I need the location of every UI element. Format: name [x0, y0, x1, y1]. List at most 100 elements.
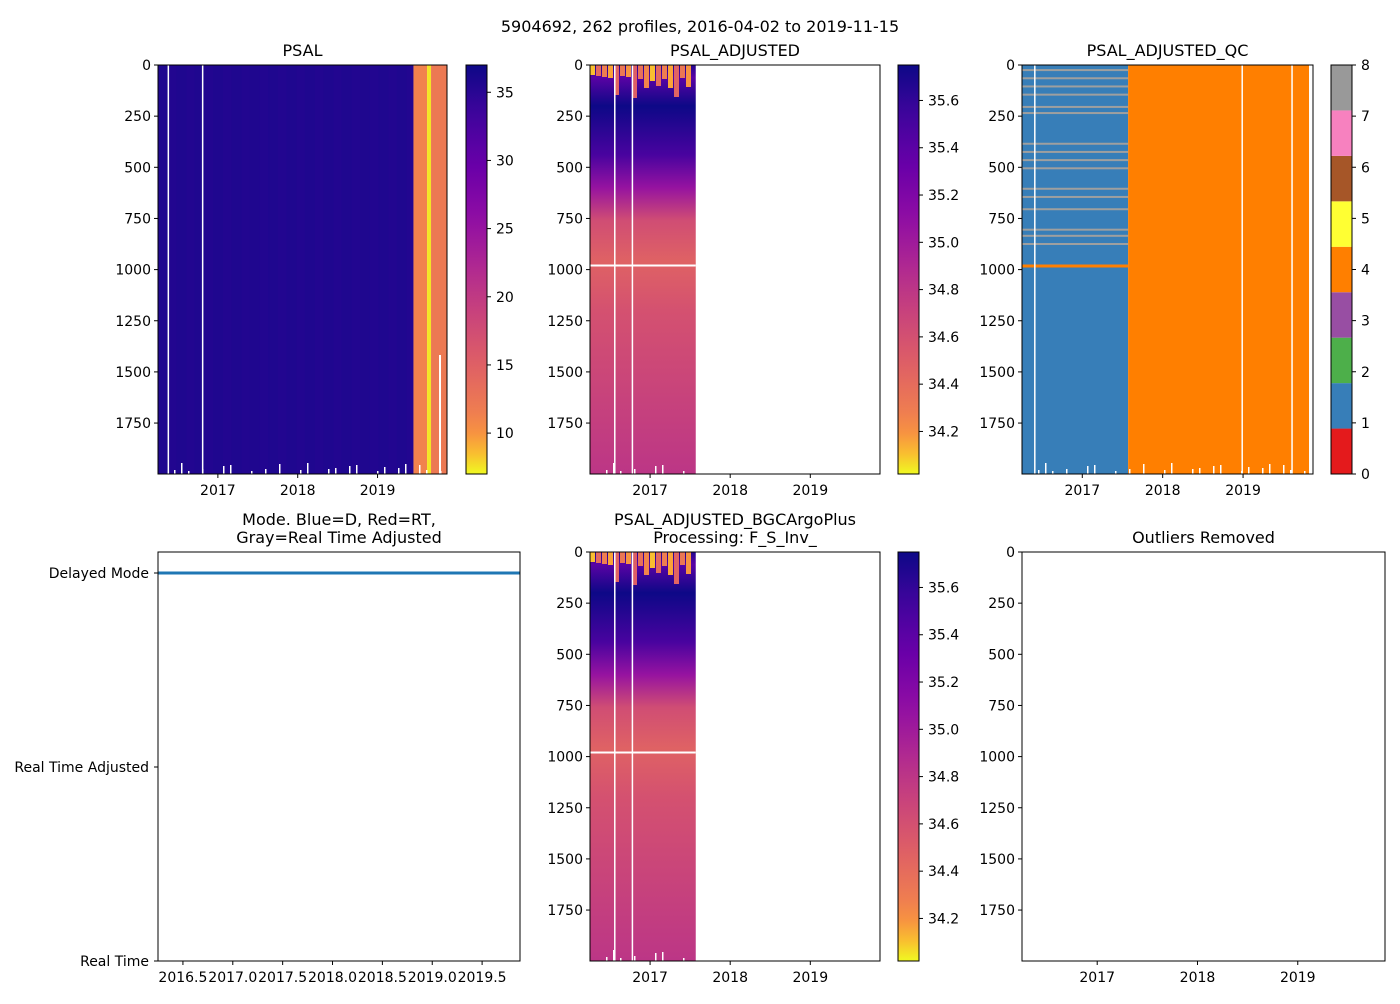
- psal-ytick-label: 500: [124, 160, 151, 176]
- outliers-axes-frame: [1021, 551, 1386, 962]
- psal-profile-gap: [202, 469, 204, 474]
- psal-texture: [231, 65, 242, 474]
- psal-texture: [286, 65, 297, 474]
- psal-adjusted-bgc-colorbar-tick-label: 34.2: [928, 911, 959, 927]
- psal-adjusted-bgc-colorbar-tick-label: 34.6: [928, 817, 959, 833]
- psal-adjusted-qc-colorbar-tick-label: 5: [1361, 211, 1370, 227]
- psal-profile-gap: [174, 470, 176, 474]
- psal-profile-gap: [384, 467, 386, 474]
- psal-adjusted-surface-patch: [620, 65, 625, 76]
- psal-xtick-label: 2019: [360, 483, 396, 499]
- psal-adjusted-qc-noise-band: [1022, 85, 1129, 88]
- psal-adjusted-surface-patch: [644, 65, 649, 88]
- psal-adjusted-ytick-label: 1750: [547, 416, 583, 432]
- psal-adjusted-bgc-profile-gap: [683, 958, 685, 961]
- outliers-ytick-label: 1750: [979, 903, 1015, 919]
- psal-adjusted-xtick-label: 2017: [632, 483, 668, 499]
- psal-adjusted-qc-profile-gap: [1304, 471, 1306, 474]
- psal-title-line: PSAL: [283, 41, 323, 60]
- psal-profile-gap: [405, 464, 407, 474]
- psal-adjusted-gap-line: [631, 65, 634, 474]
- psal-adjusted-surface-patch: [638, 65, 643, 79]
- psal-adjusted-xtick-label: 2018: [712, 483, 748, 499]
- psal-adjusted-bgc-xtick-label: 2019: [792, 970, 828, 986]
- outliers-xtick-label: 2017: [1079, 970, 1115, 986]
- psal-profile-gap: [377, 471, 379, 474]
- psal-colorbar-tick-label: 25: [496, 222, 514, 238]
- psal-adjusted-qc-noise-band: [1022, 105, 1129, 108]
- psal-adjusted-qc-flag-region: [1022, 65, 1129, 474]
- psal-colorbar-tick-label: 30: [496, 153, 514, 169]
- psal-adjusted-qc-profile-gap: [1115, 471, 1117, 474]
- psal-adjusted-colorbar-tick-label: 35.2: [928, 188, 959, 204]
- psal-adjusted-qc-ytick-label: 500: [988, 160, 1015, 176]
- mode-xtick-label: 2016.5: [158, 970, 207, 986]
- psal-adjusted-surface-patch: [686, 65, 691, 87]
- psal-adjusted-ytick-label: 1000: [547, 263, 583, 279]
- psal-adjusted-surface-patch: [614, 65, 619, 95]
- psal-adjusted-qc-noise-band: [1022, 159, 1129, 162]
- mode-xtick-label: 2018.0: [308, 970, 357, 986]
- psal-gap-line: [167, 65, 170, 474]
- outliers-ytick-label: 1250: [979, 801, 1015, 817]
- psal-adjusted-qc-profile-gap: [1164, 470, 1166, 474]
- psal-adjusted-gap-line: [614, 65, 616, 474]
- psal-adjusted-bgc-ytick-label: 250: [556, 596, 583, 612]
- psal-adjusted-ytick-label: 1250: [547, 314, 583, 330]
- psal-adjusted-qc-profile-gap: [1199, 468, 1201, 474]
- psal-adjusted-bgc-gap-line: [631, 552, 634, 961]
- outliers-ytick-label: 250: [988, 596, 1015, 612]
- psal-adjusted-qc-colorbar-tick-label: 1: [1361, 416, 1370, 432]
- psal-adjusted-bgc-profile-gap: [634, 956, 636, 961]
- mode-title-line: Gray=Real Time Adjusted: [236, 528, 442, 547]
- psal-adjusted-profile-gap: [683, 471, 685, 474]
- psal-adjusted-bgc-profile-gap: [662, 952, 664, 961]
- mode-xtick-label: 2018.5: [358, 970, 407, 986]
- psal-profile-gap: [181, 463, 183, 474]
- psal-adjusted-qc-colorbar-bin: [1331, 65, 1352, 111]
- psal-adjusted-qc-profile-gap: [1213, 466, 1215, 474]
- outliers-title-line: Outliers Removed: [1132, 528, 1275, 547]
- psal-adjusted-profile-gap: [606, 470, 608, 474]
- psal-adjusted-qc-xtick-label: 2017: [1064, 483, 1100, 499]
- psal-adjusted-qc-title-line: PSAL_ADJUSTED_QC: [1087, 41, 1249, 61]
- psal-adjusted-qc-ytick-label: 1000: [979, 263, 1015, 279]
- psal-adjusted-qc-noise-band: [1022, 142, 1129, 145]
- psal-adjusted-surface-patch: [596, 65, 601, 76]
- psal-adjusted-surface-patch: [632, 65, 637, 98]
- psal-profile-gap: [300, 470, 302, 474]
- psal-adjusted-colorbar-tick-label: 34.2: [928, 424, 959, 440]
- figure-suptitle: 5904692, 262 profiles, 2016-04-02 to 201…: [501, 17, 899, 36]
- psal-adjusted-bgc-ytick-label: 750: [556, 698, 583, 714]
- psal-adjusted-profile-gap: [620, 471, 622, 474]
- psal-adjusted-qc-colorbar-tick-label: 6: [1361, 160, 1370, 176]
- psal-adjusted-qc-colorbar-tick-label: 3: [1361, 314, 1370, 330]
- psal-adjusted-bgc-profile-gap: [606, 957, 608, 961]
- psal-adjusted-qc-profile-gap: [1143, 464, 1145, 474]
- psal-adjusted-qc-profile-gap: [1052, 471, 1054, 474]
- psal-adjusted-bgc-colorbar-tick-label: 34.4: [928, 864, 959, 880]
- psal-adjusted-ytick-label: 750: [556, 211, 583, 227]
- psal-adjusted-qc-gap-line: [1291, 65, 1293, 474]
- psal-adjusted-qc-profile-gap: [1220, 465, 1222, 474]
- psal-adjusted-qc-profile-gap: [1248, 467, 1250, 474]
- psal-adjusted-data-block: [590, 65, 696, 474]
- psal-adjusted-qc-ytick-label: 0: [1006, 58, 1015, 74]
- psal-adjusted-bgc-surface-patch: [638, 552, 643, 566]
- psal-adjusted-bgc-xtick-label: 2018: [712, 970, 748, 986]
- outliers-ytick-label: 0: [1006, 545, 1015, 561]
- psal-ytick-label: 250: [124, 109, 151, 125]
- psal-adjusted-profile-gap: [613, 463, 615, 474]
- psal-adjusted-bgc-colorbar-tick-label: 34.8: [928, 770, 959, 786]
- psal-ytick-label: 1500: [115, 365, 151, 381]
- psal-adjusted-bgc-missing-depth-line: [590, 751, 696, 754]
- psal-profile-gap: [440, 471, 442, 474]
- psal-adjusted-bgc-surface-patch: [626, 552, 631, 564]
- psal-adjusted-surface-patch: [626, 65, 631, 77]
- psal-adjusted-qc-profile-gap: [1262, 468, 1264, 474]
- psal-profile-gap: [251, 471, 253, 474]
- psal-adjusted-colorbar-tick-label: 35.0: [928, 235, 959, 251]
- psal-adjusted-missing-depth-line: [590, 264, 696, 267]
- psal-adjusted-bgc-profile-gap: [613, 950, 615, 961]
